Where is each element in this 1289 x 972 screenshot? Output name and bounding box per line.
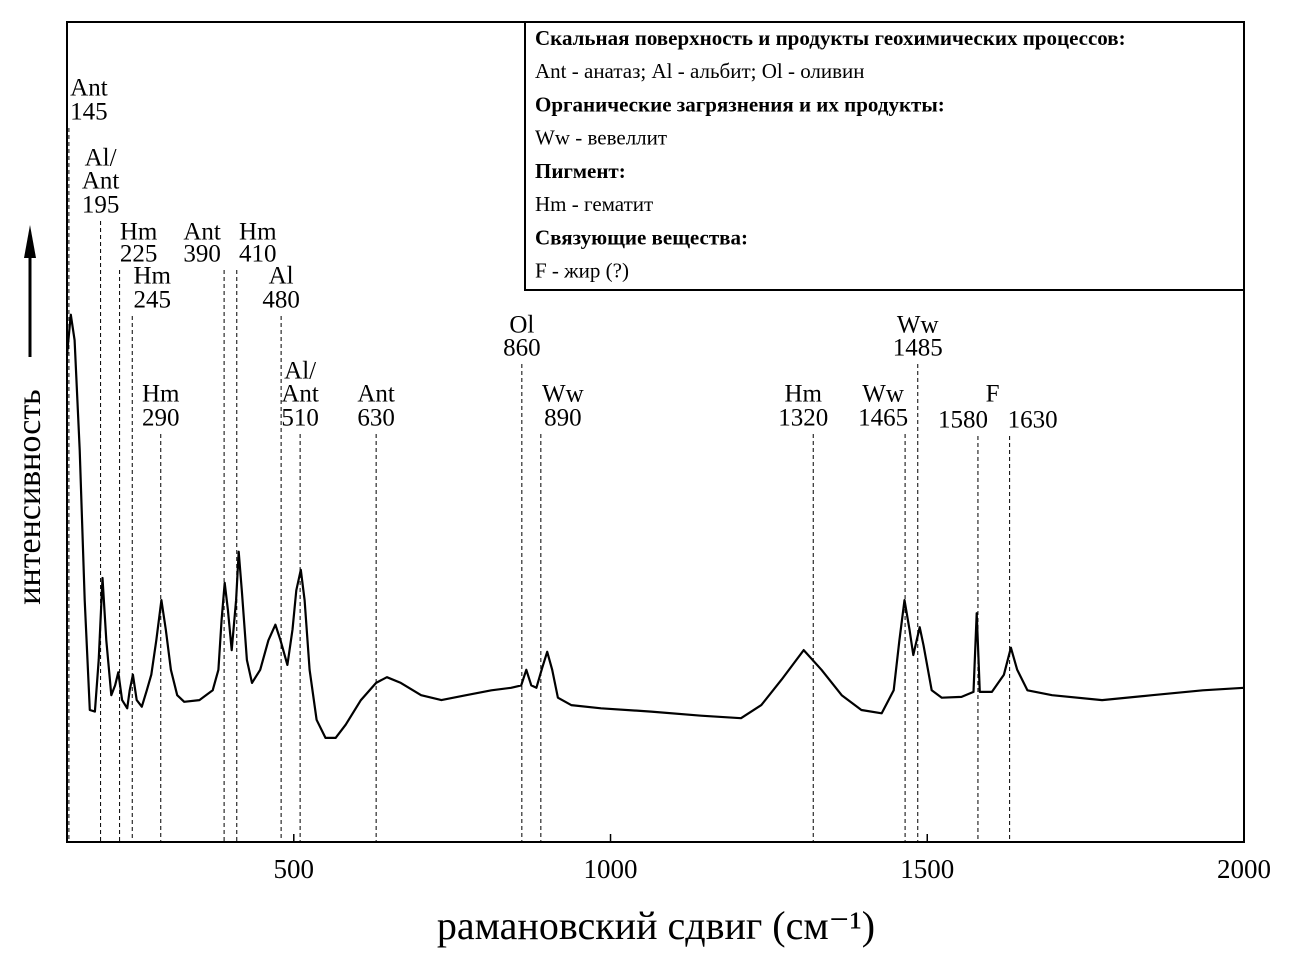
x-tick-label: 500 <box>274 854 315 884</box>
peak-label: Ant <box>82 168 120 195</box>
x-tick-label: 1500 <box>900 854 954 884</box>
peak-label: Ant <box>281 381 319 408</box>
peak-label: Hm <box>120 219 158 246</box>
y-axis-label-group: интенсивность <box>11 389 48 604</box>
peak-label: Ww <box>862 381 904 408</box>
peak-value: 1465 <box>858 405 908 432</box>
peak-value: 860 <box>503 335 541 362</box>
peak-value: 245 <box>133 287 171 314</box>
peak-value: 1630 <box>1008 407 1058 434</box>
legend-title: Пигмент: <box>535 159 626 183</box>
legend-title: Скальная поверхность и продукты геохимич… <box>535 26 1126 50</box>
peak-label: Al/ <box>85 145 117 172</box>
peak-label: F <box>986 381 1000 408</box>
peak-label: Hm <box>239 219 277 246</box>
peak-value: 145 <box>70 99 108 126</box>
peak-value: 480 <box>262 287 300 314</box>
peak-value: 195 <box>82 192 120 219</box>
legend-box <box>524 21 1245 291</box>
peak-label: Ww <box>542 381 584 408</box>
peak-value: 630 <box>357 405 395 432</box>
legend-text: Hm - гематит <box>535 192 653 216</box>
y-axis-arrowhead <box>24 225 36 258</box>
legend-text: Ww - вевеллит <box>535 125 667 149</box>
legend-text: F - жир (?) <box>535 258 629 282</box>
peak-label: Al <box>269 263 294 290</box>
peak-value: 390 <box>183 241 221 268</box>
peak-value: 510 <box>281 405 319 432</box>
peak-value: 890 <box>544 405 582 432</box>
peak-label: Hm <box>784 381 822 408</box>
peak-value: 1485 <box>893 335 943 362</box>
peak-label: Ant <box>357 381 395 408</box>
legend-title: Связующие вещества: <box>535 225 748 249</box>
peak-label: Ant <box>183 219 221 246</box>
x-tick-label: 1000 <box>584 854 638 884</box>
legend-text: Ant - анатаз; Al - альбит; Ol - оливин <box>535 59 865 83</box>
peak-label: Ant <box>70 75 108 102</box>
peak-label: Ol <box>509 312 534 339</box>
legend-title: Органические загрязнения и их продукты: <box>535 92 945 116</box>
x-axis-label: рамановский сдвиг (см⁻¹) <box>437 903 875 948</box>
y-axis-label: интенсивность <box>11 389 48 604</box>
peak-value: 1580 <box>938 407 988 434</box>
peak-value: 225 <box>120 241 158 268</box>
peak-label: Hm <box>142 381 180 408</box>
peak-label: Al/ <box>284 358 316 385</box>
peak-label: Hm <box>133 263 171 290</box>
x-tick-label: 2000 <box>1217 854 1271 884</box>
peak-value: 1320 <box>778 405 828 432</box>
peak-value: 290 <box>142 405 180 432</box>
spectrum-line <box>65 313 1245 739</box>
peak-value: 410 <box>239 241 277 268</box>
peak-label: Ww <box>897 312 939 339</box>
